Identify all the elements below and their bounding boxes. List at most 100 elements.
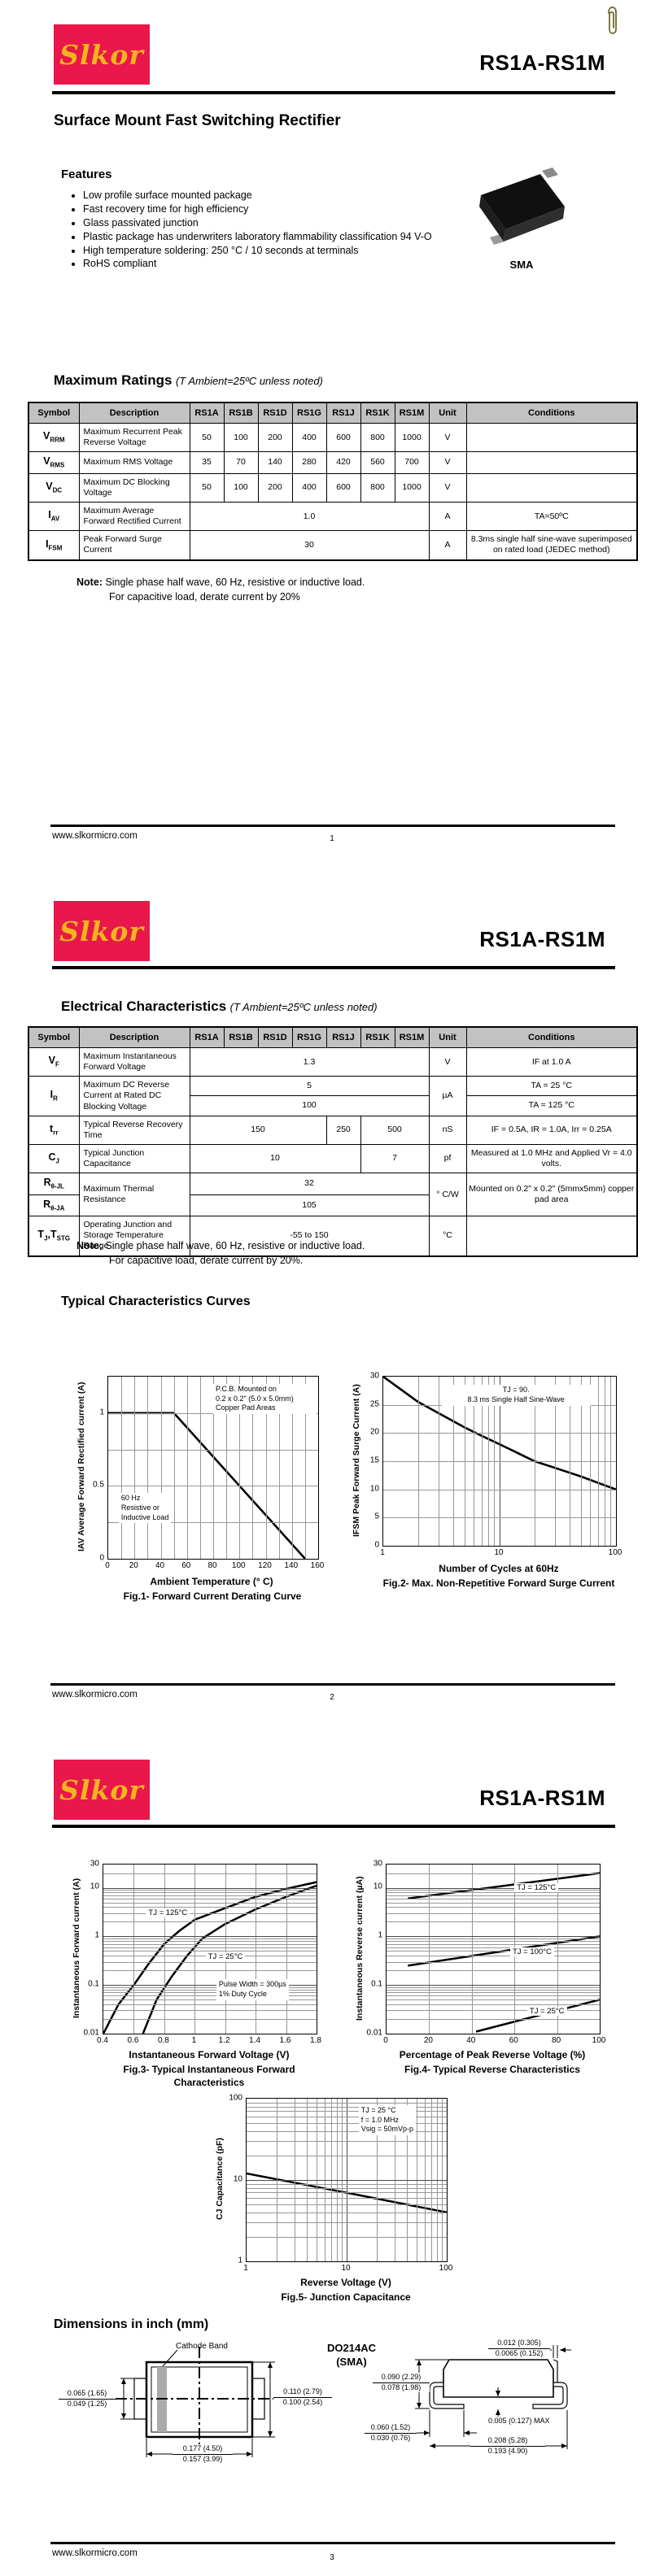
grid-line xyxy=(387,1989,600,1991)
y-tick-label: 1 xyxy=(94,1930,99,1940)
grid-line xyxy=(103,1986,317,1988)
x-tick-label: 10 xyxy=(341,2264,351,2273)
y-tick-label: 30 xyxy=(369,1371,379,1381)
x-tick-label: 60 xyxy=(509,2036,518,2045)
electrical-characteristics: Symbol Description RS1A RS1B RS1D RS1G RS1J RS1… xyxy=(28,1026,638,1257)
table-cell: CJ xyxy=(28,1143,80,1174)
table-cell: Maximum Average Forward Rectified Curren… xyxy=(78,501,190,532)
grid-line xyxy=(103,1873,317,1874)
cathode-band-label: Cathode Band xyxy=(176,2342,228,2351)
feature-item: Plastic package has underwriters laborat… xyxy=(83,230,441,244)
dimension-label: 0.208 (5.28) 0.193 (4.90) xyxy=(470,2436,545,2456)
table-cell: 70 xyxy=(223,451,259,474)
fig5-caption: Fig.5- Junction Capacitance xyxy=(281,2291,411,2303)
table-cell xyxy=(465,451,638,474)
note-line2: For capacitive load, derate current by 2… xyxy=(109,590,300,603)
table-cell: -55 to 150 xyxy=(189,1216,430,1256)
grid-line xyxy=(213,1377,214,1559)
table-cell: V xyxy=(428,1046,467,1077)
grid-line xyxy=(103,1912,317,1914)
column-header: Unit xyxy=(428,402,467,424)
grid-line xyxy=(471,1865,473,2034)
column-header: Symbol xyxy=(28,402,80,424)
footer-website: www.slkormicro.com xyxy=(52,2548,138,2558)
grid-line xyxy=(387,2004,600,2005)
grid-line xyxy=(103,1895,317,1896)
y-tick-label: 0 xyxy=(99,1553,104,1563)
grid-line xyxy=(103,1907,317,1908)
header-rule xyxy=(52,91,615,94)
grid-line xyxy=(103,1947,317,1948)
fig5-x-ticks: 1 10 100 xyxy=(243,2264,452,2274)
electrical-characteristics-table: Symbol Description RS1A RS1B RS1D RS1G RS1J RS1… xyxy=(28,1026,638,1257)
fig5-annotation: TJ = 25 °C f = 1.0 MHz Vsig = 50mVp-p xyxy=(358,2105,417,2136)
table-cell: 50 xyxy=(189,422,225,453)
table-cell: 200 xyxy=(257,472,293,503)
y-tick-label: 0.5 xyxy=(93,1480,104,1490)
table-cell: 50 xyxy=(189,472,225,503)
grid-line xyxy=(387,1992,600,1994)
fig1-annotation-load: 60 Hz Resistive or Inductive Load xyxy=(118,1493,172,1524)
table-cell: 30 xyxy=(189,530,430,560)
dimension-label: 0.005 (0.127) MAX xyxy=(488,2417,550,2425)
table-cell: 10 xyxy=(189,1143,361,1174)
table-cell xyxy=(465,472,638,503)
grid-line xyxy=(383,1433,616,1434)
grid-line xyxy=(121,1377,123,1559)
table-cell: 140 xyxy=(257,451,293,474)
table-cell: 800 xyxy=(360,472,395,503)
table-cell: IAV xyxy=(28,501,80,532)
grid-line xyxy=(387,1912,600,1914)
table-cell: 700 xyxy=(394,451,430,474)
column-header: RS1K xyxy=(360,402,395,424)
table-cell: A xyxy=(428,501,467,532)
column-header: Description xyxy=(78,1026,190,1048)
x-tick-label: 1.2 xyxy=(218,2036,230,2045)
y-tick-label: 0.1 xyxy=(371,1979,382,1989)
curves-heading: Typical Characteristics Curves xyxy=(61,1295,251,1308)
footer-website: www.slkormicro.com xyxy=(52,1690,138,1699)
grid-line xyxy=(383,1461,616,1462)
grid-line xyxy=(387,1999,600,2001)
x-tick-label: 0 xyxy=(105,1561,110,1570)
grid-line xyxy=(194,1865,196,2034)
section-condition: (T Ambient=25ºC unless noted) xyxy=(229,1001,378,1013)
note-label: Note: xyxy=(76,577,103,588)
attachment-paperclip-icon[interactable] xyxy=(604,5,620,37)
table-cell: Maximum RMS Voltage xyxy=(78,451,190,474)
footer-rule xyxy=(50,2542,615,2544)
footer-rule xyxy=(50,825,615,827)
x-tick-label: 20 xyxy=(423,2036,433,2045)
table-cell: 150 xyxy=(189,1115,327,1145)
grid-line xyxy=(291,1377,293,1559)
x-tick-label: 1 xyxy=(243,2264,248,2273)
feature-item: Fast recovery time for high efficiency xyxy=(83,202,441,216)
table-cell: Maximum DC Reverse Current at Rated DC B… xyxy=(78,1076,190,1116)
x-tick-label: 40 xyxy=(155,1561,165,1570)
x-tick-label: 0 xyxy=(383,2036,388,2045)
grid-line xyxy=(225,1865,226,2034)
package-type-label: DO214AC (SMA) xyxy=(327,2342,376,2368)
grid-line xyxy=(387,1887,600,1889)
features-list: Low profile surface mounted packageFast … xyxy=(63,189,441,271)
column-header: Symbol xyxy=(28,1026,80,1048)
grid-line xyxy=(108,1522,318,1524)
grid-line xyxy=(387,1941,600,1943)
part-number-title: RS1A-RS1M xyxy=(479,927,605,951)
column-header: Conditions xyxy=(465,1026,638,1048)
grid-line xyxy=(247,2123,447,2125)
footer-website: www.slkormicro.com xyxy=(52,831,138,841)
y-tick-label: 100 xyxy=(229,2093,242,2103)
section-title: Electrical Characteristics xyxy=(61,999,227,1014)
fig5-x-axis-label: Reverse Voltage (V) xyxy=(300,2277,391,2288)
table-cell: trr xyxy=(28,1115,80,1145)
y-tick-label: 10 xyxy=(90,1882,99,1891)
grid-line xyxy=(147,1377,149,1559)
column-header: RS1A xyxy=(189,402,225,424)
header-rule xyxy=(52,966,615,969)
grid-line xyxy=(103,2004,317,2005)
table-cell: IFSM xyxy=(28,530,80,560)
x-tick-label: 120 xyxy=(258,1561,272,1570)
grid-line xyxy=(387,1985,600,1986)
